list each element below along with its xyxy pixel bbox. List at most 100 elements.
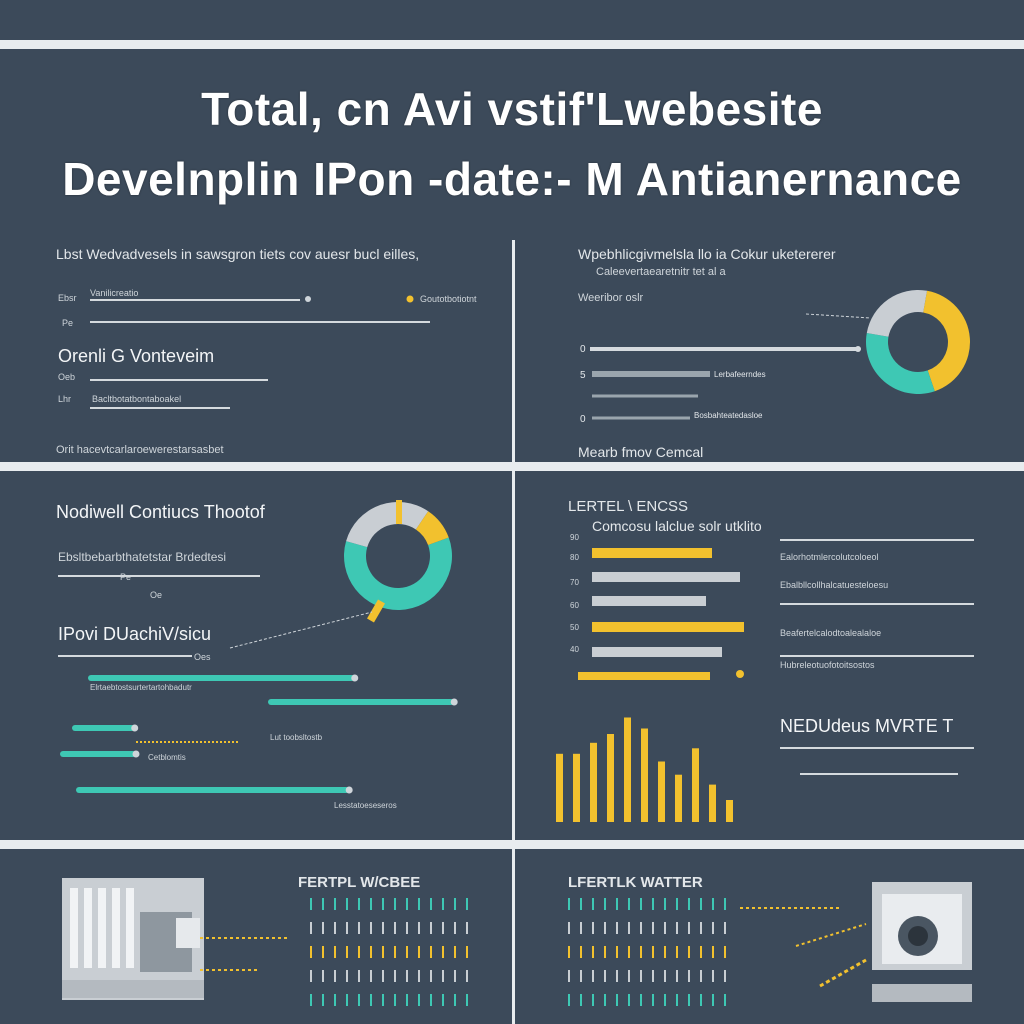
monitor-illustration [740, 882, 972, 1002]
tick-mark [688, 922, 690, 934]
tick-mark [712, 970, 714, 982]
ml-bar-label-4: Lesstatoeseseros [334, 801, 397, 810]
tick-mark [700, 970, 702, 982]
tick-mark [652, 946, 654, 958]
tick-mark [382, 946, 384, 958]
tick-mark [406, 898, 408, 910]
tick-mark [430, 922, 432, 934]
ml-bar-labels: Elrtaebtostsurtertartohbadutr Lut toobsl… [90, 683, 397, 810]
tick-mark [370, 946, 372, 958]
tick-mark [676, 994, 678, 1006]
ml-hbar-end [345, 786, 353, 794]
tick-mark [442, 898, 444, 910]
mr-subheading: Comcosu lalclue solr utklito [592, 518, 762, 534]
ml-donut-chart [344, 502, 452, 610]
tick-mark [712, 946, 714, 958]
tr-axis-label: Weeribor oslr [578, 292, 644, 304]
svg-text:Oeb: Oeb [58, 372, 75, 382]
tick-mark [652, 922, 654, 934]
tick-mark [616, 946, 618, 958]
tick-mark [322, 946, 324, 958]
tr-donut-chart [865, 290, 971, 395]
tick-mark [628, 946, 630, 958]
tick-mark [688, 898, 690, 910]
tick-mark [394, 946, 396, 958]
tick-mark [652, 898, 654, 910]
tick-mark [688, 994, 690, 1006]
tr-footer: Mearb fmov Cemcal [578, 444, 704, 460]
ml-hbar-end [131, 724, 139, 732]
tick-mark [358, 946, 360, 958]
ml-hbar [88, 675, 355, 681]
mr-marker-dot [736, 670, 744, 678]
mr-hbar-accent [578, 672, 710, 680]
tick-mark [616, 922, 618, 934]
br-tick-marks [568, 898, 726, 1006]
tick-mark [466, 994, 468, 1006]
tick-mark [322, 970, 324, 982]
donut-slice-grey [346, 502, 429, 548]
tr-row-label-2: 5 [580, 370, 586, 381]
tick-mark [604, 946, 606, 958]
ml-bar-label-3: Cetblomtis [148, 753, 186, 762]
ml-hbar [76, 787, 350, 793]
tick-mark [346, 970, 348, 982]
bl-title: FERTPL W/CBEE [298, 874, 421, 891]
tick-mark [652, 970, 654, 982]
ml-donut-marker-top [396, 500, 402, 524]
tick-mark [370, 994, 372, 1006]
tick-mark [370, 922, 372, 934]
column-rule-top [512, 240, 515, 462]
mr-hbar [592, 596, 706, 606]
tick-mark [466, 946, 468, 958]
tick-mark [406, 946, 408, 958]
mr-vbar [692, 748, 699, 822]
tick-mark [664, 994, 666, 1006]
donut-slice-teal [344, 537, 452, 610]
tl-marker-dot [406, 295, 414, 303]
tick-mark [700, 898, 702, 910]
tick-mark [418, 898, 420, 910]
svg-text:Vanilicreatio: Vanilicreatio [90, 288, 138, 298]
tick-mark [454, 970, 456, 982]
svg-text:90: 90 [570, 533, 579, 542]
mr-horizontal-bars [578, 548, 744, 680]
tick-mark [688, 946, 690, 958]
tick-mark [616, 898, 618, 910]
tick-mark [358, 922, 360, 934]
tick-mark [724, 946, 726, 958]
tick-mark [628, 970, 630, 982]
donut-slice-teal [865, 332, 935, 395]
page-title-line-2: Develnplin IPon -date:- M Antianernance [62, 153, 962, 205]
svg-text:Goutotbotiotnt: Goutotbotiotnt [420, 294, 477, 304]
tick-mark [346, 994, 348, 1006]
mr-vbar [641, 728, 648, 822]
tick-mark [640, 922, 642, 934]
tr-row-note-3: Bosbahteatedasloe [694, 411, 763, 420]
tick-mark [418, 970, 420, 982]
mr-list-item-1: Ealorhotmlercolutcoloeol [780, 552, 879, 562]
tl-rule-lines [90, 299, 430, 409]
tick-mark [310, 898, 312, 910]
bl-tick-marks [310, 898, 468, 1006]
mr-vbar [607, 734, 614, 822]
tick-mark [628, 898, 630, 910]
tick-mark [334, 922, 336, 934]
tick-mark [664, 970, 666, 982]
tick-mark [346, 922, 348, 934]
tick-mark [724, 994, 726, 1006]
tick-mark [454, 898, 456, 910]
mr-vbar [726, 800, 733, 822]
svg-text:50: 50 [570, 623, 579, 632]
mr-vbar [675, 774, 682, 822]
tick-mark [700, 994, 702, 1006]
ml-small-labels: Pe Oe Oes [120, 572, 211, 662]
tick-mark [430, 994, 432, 1006]
tick-mark [700, 922, 702, 934]
tick-mark [664, 898, 666, 910]
tick-mark [652, 994, 654, 1006]
ml-rule-lines [58, 575, 260, 657]
tick-mark [382, 898, 384, 910]
svg-text:70: 70 [570, 578, 579, 587]
